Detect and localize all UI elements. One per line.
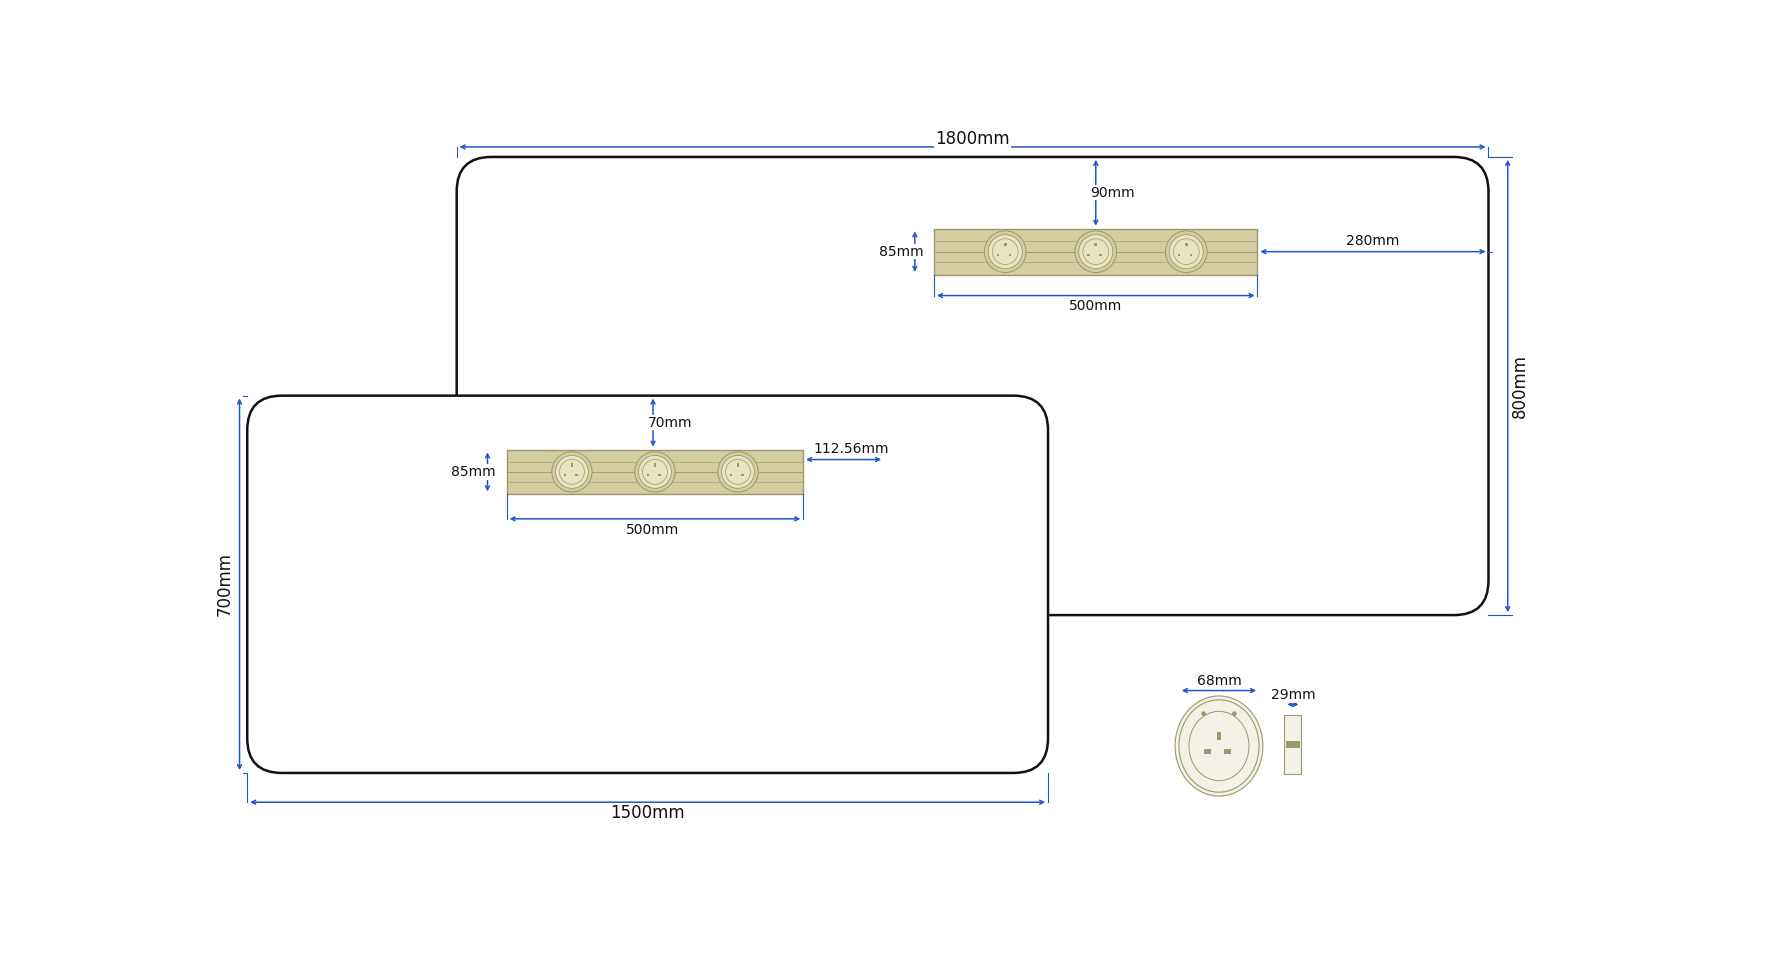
Circle shape: [1232, 711, 1237, 716]
Text: 500mm: 500mm: [627, 522, 680, 537]
Circle shape: [719, 452, 758, 492]
Bar: [1099, 254, 1103, 257]
Text: 68mm: 68mm: [1197, 674, 1241, 689]
Bar: [575, 474, 577, 477]
Text: 800mm: 800mm: [1512, 354, 1529, 418]
Bar: [1087, 254, 1090, 257]
Bar: [729, 474, 733, 477]
Circle shape: [988, 235, 1023, 268]
Ellipse shape: [1189, 711, 1250, 780]
Circle shape: [552, 452, 593, 492]
Bar: [563, 474, 566, 477]
Bar: [1094, 243, 1097, 246]
Bar: [646, 474, 650, 477]
Bar: [506, 450, 804, 494]
Text: 70mm: 70mm: [648, 415, 692, 430]
Circle shape: [1165, 231, 1207, 272]
Ellipse shape: [1179, 700, 1258, 793]
Circle shape: [722, 456, 754, 488]
Circle shape: [1174, 239, 1200, 265]
Circle shape: [1074, 231, 1117, 272]
Text: 29mm: 29mm: [1271, 689, 1315, 702]
Bar: [736, 463, 740, 467]
Bar: [1009, 254, 1011, 257]
Circle shape: [993, 239, 1018, 265]
Text: 90mm: 90mm: [1090, 186, 1135, 200]
FancyBboxPatch shape: [248, 395, 1048, 773]
Circle shape: [556, 456, 588, 488]
Ellipse shape: [1175, 696, 1262, 796]
Bar: [1223, 749, 1230, 753]
Bar: [1177, 254, 1181, 257]
Text: 1500mm: 1500mm: [611, 804, 685, 822]
Bar: [1184, 243, 1188, 246]
Bar: [997, 254, 1000, 257]
Bar: [1004, 243, 1007, 246]
Bar: [742, 474, 743, 477]
Circle shape: [1078, 235, 1113, 268]
Circle shape: [984, 231, 1027, 272]
Circle shape: [1202, 711, 1205, 716]
Bar: [1287, 741, 1299, 748]
Text: 1800mm: 1800mm: [935, 130, 1011, 148]
Bar: [1189, 254, 1193, 257]
Circle shape: [1083, 239, 1108, 265]
Circle shape: [726, 459, 750, 484]
Bar: [1285, 715, 1301, 774]
Circle shape: [639, 456, 671, 488]
Text: 85mm: 85mm: [878, 244, 924, 259]
Circle shape: [643, 459, 667, 484]
Circle shape: [635, 452, 674, 492]
Text: 112.56mm: 112.56mm: [814, 442, 889, 456]
Circle shape: [559, 459, 584, 484]
Bar: [570, 463, 573, 467]
Bar: [653, 463, 657, 467]
Bar: [935, 228, 1257, 275]
Circle shape: [1170, 235, 1204, 268]
Text: 700mm: 700mm: [216, 552, 234, 616]
Bar: [1216, 732, 1221, 740]
Bar: [1204, 749, 1211, 753]
Text: 500mm: 500mm: [1069, 299, 1122, 313]
FancyBboxPatch shape: [457, 157, 1489, 615]
Text: 280mm: 280mm: [1347, 234, 1400, 248]
Text: 85mm: 85mm: [451, 465, 496, 478]
Bar: [658, 474, 660, 477]
